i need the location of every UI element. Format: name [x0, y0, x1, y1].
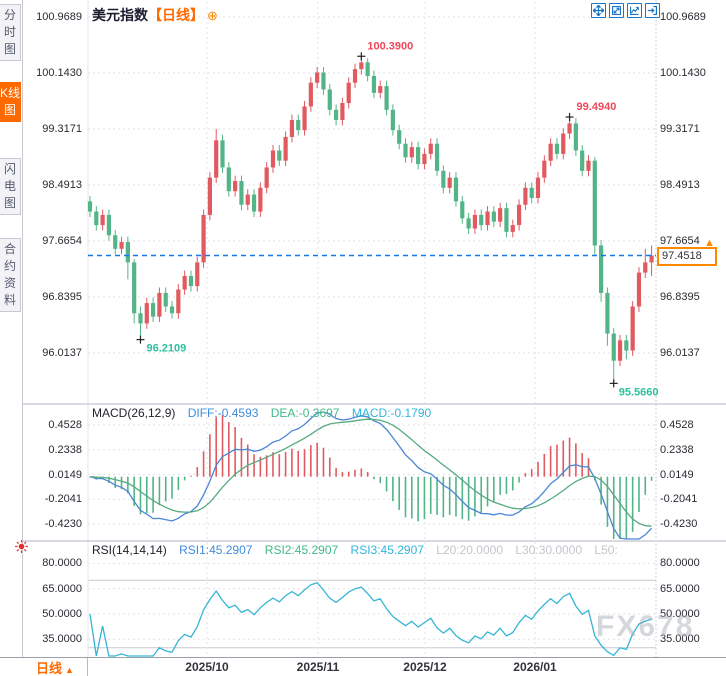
x-axis-label: 2026/01 — [513, 660, 557, 674]
y-axis-label: 35.0000 — [660, 633, 700, 646]
price-annotation: 95.5660 — [619, 386, 659, 398]
price-annotation: 100.3900 — [367, 40, 413, 52]
macd-hist-value: MACD:-0.1790 — [351, 406, 432, 420]
macd-header: MACD(26,12,9) DIFF:-0.4593 DEA:-0.3697 M… — [92, 406, 440, 420]
period-tag: 【日线】 — [148, 7, 204, 23]
y-axis-label: 96.8395 — [660, 291, 700, 303]
y-axis-label: 96.0137 — [660, 347, 700, 359]
rsi-l30-label: L30:30.0000 — [515, 543, 583, 557]
y-axis-label: 80.0000 — [42, 557, 82, 570]
symbol-name: 美元指数 — [92, 7, 148, 23]
live-blink-icon — [14, 539, 29, 559]
zoom-area-icon[interactable] — [609, 3, 624, 18]
rsi2-value: RSI2:45.2907 — [264, 543, 339, 557]
y-axis-label: 0.0149 — [48, 468, 82, 481]
watermark: FX678 — [596, 610, 695, 643]
macd-dea-value: DEA:-0.3697 — [270, 406, 340, 420]
rsi-params-label: RSI(14,14,14) — [92, 543, 167, 557]
y-axis-label: 99.3171 — [660, 123, 700, 135]
price-annotation: 99.4940 — [577, 101, 617, 113]
y-axis-label: 0.2338 — [48, 443, 82, 456]
y-axis-label: 50.0000 — [660, 608, 700, 620]
bottom-bar — [0, 657, 726, 676]
y-axis-label: 35.0000 — [42, 633, 82, 646]
price-annotation: 96.2109 — [146, 343, 186, 355]
y-axis-label: 96.8395 — [42, 291, 82, 303]
y-axis-label: 0.4528 — [660, 419, 694, 431]
y-axis-label: 100.9689 — [660, 11, 706, 23]
y-axis-label: 80.0000 — [660, 557, 700, 570]
y-axis-label: 97.6654 — [42, 235, 82, 247]
x-axis-label: 2025/12 — [403, 660, 447, 674]
price-up-arrow-icon: ▲ — [704, 237, 715, 249]
chart-type-sidebar: 分时图 K线图 闪电图 合约资料 — [0, 0, 23, 676]
x-axis-label: 2025/10 — [185, 660, 229, 674]
sidebar-tab-lightning-chart[interactable]: 闪电图 — [0, 158, 21, 215]
sidebar-tab-time-chart[interactable]: 分时图 — [0, 4, 21, 61]
y-axis-label: 98.4913 — [42, 179, 82, 191]
y-axis-label: 50.0000 — [42, 608, 82, 620]
macd-params-label: MACD(26,12,9) — [92, 406, 176, 420]
y-axis-label: -0.4230 — [660, 518, 698, 530]
y-axis-label: 65.0000 — [660, 582, 700, 595]
rsi-l20-label: L20:20.0000 — [436, 543, 503, 557]
y-axis-label: 97.6654 — [660, 235, 700, 247]
pan-icon[interactable] — [591, 3, 606, 18]
rsi3-value: RSI3:45.2907 — [350, 543, 424, 557]
expand-plus-icon[interactable]: ⊕ — [207, 8, 218, 23]
period-selector[interactable]: 日线 ▲ — [23, 658, 88, 676]
rsi1-value: RSI1:45.2907 — [179, 543, 253, 557]
y-axis-label: 0.0149 — [660, 468, 694, 481]
y-axis-label: 65.0000 — [42, 582, 82, 595]
chart-title: 美元指数【日线】 ⊕ — [92, 5, 218, 25]
sidebar-tab-kline-chart[interactable]: K线图 — [0, 82, 21, 122]
y-axis-label: -0.2041 — [44, 493, 82, 506]
chart-trend-icon[interactable] — [627, 3, 642, 18]
y-axis-label: -0.2041 — [660, 493, 698, 506]
current-price-badge: 97.4518 — [657, 247, 717, 266]
y-axis-label: 0.4528 — [48, 419, 82, 431]
rsi-header: RSI(14,14,14) RSI1:45.2907 RSI2:45.2907 … — [92, 543, 627, 557]
macd-diff-value: DIFF:-0.4593 — [187, 406, 259, 420]
y-axis-label: -0.4230 — [44, 518, 82, 530]
y-axis-label: 0.2338 — [660, 443, 694, 456]
y-axis-label: 99.3171 — [42, 123, 82, 135]
x-axis-label: 2025/11 — [296, 660, 340, 674]
exit-window-icon[interactable] — [645, 3, 660, 18]
y-axis-label: 100.9689 — [36, 11, 82, 23]
y-axis-label: 96.0137 — [42, 347, 82, 359]
y-axis-label: 100.1430 — [660, 67, 706, 79]
y-axis-label: 98.4913 — [660, 179, 700, 191]
chevron-up-icon: ▲ — [65, 665, 74, 675]
period-label: 日线 — [36, 661, 63, 676]
y-axis-label: 100.1430 — [36, 67, 82, 79]
rsi-l50-label: L50: — [594, 543, 618, 557]
sidebar-tab-contract-info[interactable]: 合约资料 — [0, 238, 21, 312]
chart-toolbar — [591, 3, 660, 18]
